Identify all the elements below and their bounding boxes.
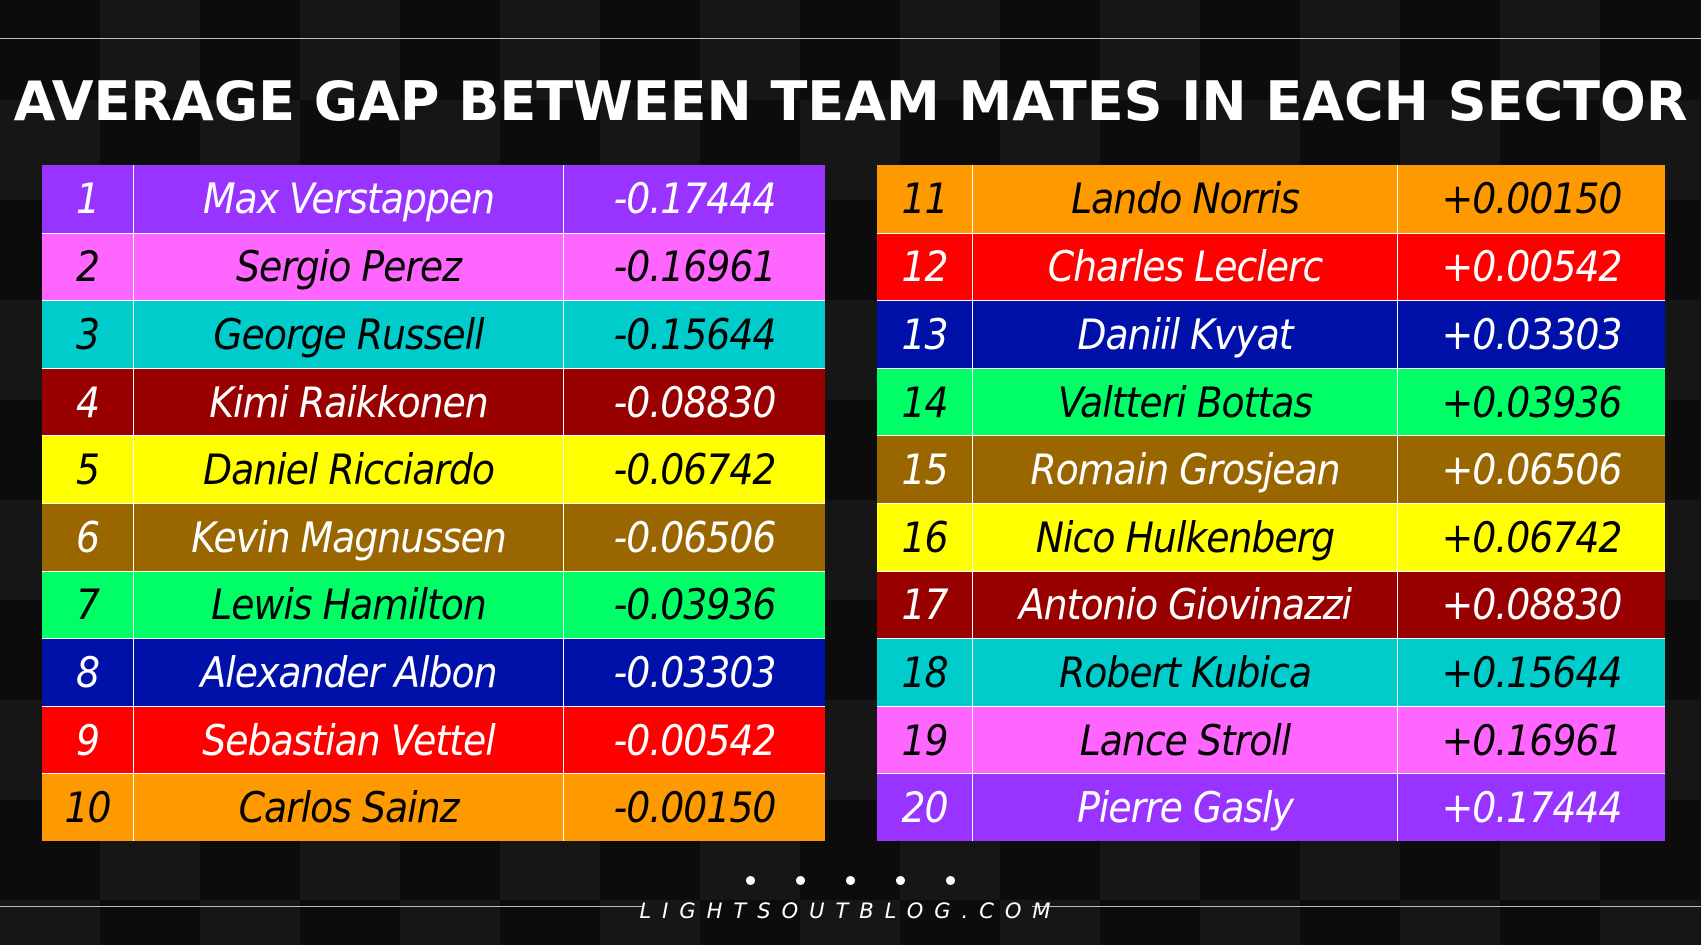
position-cell: 15 (901, 445, 948, 495)
table-row: 15 Romain Grosjean +0.06506 (877, 435, 1665, 503)
position-cell: 8 (75, 647, 100, 697)
gap-value-cell: -0.16961 (563, 233, 825, 301)
gap-value-cell: +0.03303 (1397, 301, 1665, 368)
driver-name-cell: Kevin Magnussen (133, 503, 563, 571)
gap-value-cell: +0.06742 (1397, 503, 1665, 571)
driver-name-cell: Romain Grosjean (972, 436, 1397, 503)
gap-value-cell: +0.17444 (1397, 774, 1665, 841)
position-cell: 19 (901, 715, 948, 765)
position-cell: 4 (75, 377, 100, 427)
dot (896, 876, 905, 885)
position-cell: 1 (75, 174, 100, 224)
position-cell: 2 (75, 242, 100, 292)
gap-value-cell: -0.06742 (563, 436, 825, 503)
position-cell: 17 (901, 580, 948, 630)
gap-value-cell: +0.08830 (1397, 571, 1665, 639)
dot (846, 876, 855, 885)
driver-name-cell: Robert Kubica (972, 639, 1397, 706)
gap-value-cell: -0.15644 (563, 301, 825, 368)
gap-value-cell: -0.08830 (563, 368, 825, 436)
position-cell: 14 (901, 377, 948, 427)
table-row: 6 Kevin Magnussen -0.06506 (42, 502, 825, 571)
table-row: 2 Sergio Perez -0.16961 (42, 232, 825, 301)
table-row: 19 Lance Stroll +0.16961 (877, 705, 1665, 774)
driver-name-cell: Daniel Ricciardo (133, 436, 563, 503)
table-row: 3 George Russell -0.15644 (42, 300, 825, 368)
gap-value-cell: -0.03303 (563, 639, 825, 706)
gap-value-cell: +0.00150 (1397, 165, 1665, 233)
driver-name-cell: Antonio Giovinazzi (972, 571, 1397, 639)
driver-name-cell: Kimi Raikkonen (133, 368, 563, 436)
page-title: AVERAGE GAP BETWEEN TEAM MATES IN EACH S… (13, 70, 1688, 133)
table-row: 4 Kimi Raikkonen -0.08830 (42, 367, 825, 436)
driver-name-cell: Carlos Sainz (133, 774, 563, 841)
gap-value-cell: +0.15644 (1397, 639, 1665, 706)
standings-table-right: 11 Lando Norris +0.00150 12 Charles Leclerc +… (877, 165, 1665, 841)
driver-name-cell: Daniil Kvyat (972, 301, 1397, 368)
position-cell: 13 (901, 309, 948, 359)
dot (946, 876, 955, 885)
position-cell: 12 (901, 242, 948, 292)
gap-value-cell: +0.03936 (1397, 368, 1665, 436)
driver-name-cell: Max Verstappen (133, 165, 563, 233)
position-cell: 10 (64, 783, 111, 833)
table-row: 12 Charles Leclerc +0.00542 (877, 232, 1665, 301)
top-divider (0, 38, 1701, 39)
driver-name-cell: Lewis Hamilton (133, 571, 563, 639)
gap-value-cell: +0.06506 (1397, 436, 1665, 503)
position-cell: 3 (75, 309, 100, 359)
position-cell: 11 (901, 174, 948, 224)
position-cell: 7 (75, 580, 100, 630)
pagination-dots (0, 876, 1701, 885)
footer-site-name: LIGHTSOUTBLOG.COM (639, 899, 1062, 923)
table-row: 20 Pierre Gasly +0.17444 (877, 773, 1665, 841)
driver-name-cell: Lance Stroll (972, 706, 1397, 774)
driver-name-cell: Pierre Gasly (972, 774, 1397, 841)
position-cell: 5 (75, 445, 100, 495)
table-row: 1 Max Verstappen -0.17444 (42, 165, 825, 233)
gap-value-cell: -0.00150 (563, 774, 825, 841)
table-row: 9 Sebastian Vettel -0.00542 (42, 705, 825, 774)
dot (746, 876, 755, 885)
table-row: 18 Robert Kubica +0.15644 (877, 638, 1665, 706)
position-cell: 20 (901, 783, 948, 833)
driver-name-cell: Lando Norris (972, 165, 1397, 233)
table-row: 17 Antonio Giovinazzi +0.08830 (877, 570, 1665, 639)
position-cell: 9 (75, 715, 100, 765)
driver-name-cell: Valtteri Bottas (972, 368, 1397, 436)
dot (796, 876, 805, 885)
driver-name-cell: Sergio Perez (133, 233, 563, 301)
table-row: 13 Daniil Kvyat +0.03303 (877, 300, 1665, 368)
driver-name-cell: George Russell (133, 301, 563, 368)
driver-name-cell: Charles Leclerc (972, 233, 1397, 301)
driver-name-cell: Alexander Albon (133, 639, 563, 706)
gap-value-cell: -0.17444 (563, 165, 825, 233)
table-row: 7 Lewis Hamilton -0.03936 (42, 570, 825, 639)
position-cell: 18 (901, 647, 948, 697)
table-row: 16 Nico Hulkenberg +0.06742 (877, 502, 1665, 571)
table-row: 14 Valtteri Bottas +0.03936 (877, 367, 1665, 436)
gap-value-cell: -0.06506 (563, 503, 825, 571)
gap-value-cell: +0.16961 (1397, 706, 1665, 774)
table-row: 11 Lando Norris +0.00150 (877, 165, 1665, 233)
table-row: 8 Alexander Albon -0.03303 (42, 638, 825, 706)
gap-value-cell: +0.00542 (1397, 233, 1665, 301)
standings-table-left: 1 Max Verstappen -0.17444 2 Sergio Perez -0.1… (42, 165, 825, 841)
table-row: 5 Daniel Ricciardo -0.06742 (42, 435, 825, 503)
position-cell: 6 (75, 512, 100, 562)
footer-divider-left (0, 906, 642, 907)
position-cell: 16 (901, 512, 948, 562)
driver-name-cell: Sebastian Vettel (133, 706, 563, 774)
table-row: 10 Carlos Sainz -0.00150 (42, 773, 825, 841)
driver-name-cell: Nico Hulkenberg (972, 503, 1397, 571)
gap-value-cell: -0.03936 (563, 571, 825, 639)
footer-divider-right (1032, 906, 1701, 907)
gap-value-cell: -0.00542 (563, 706, 825, 774)
